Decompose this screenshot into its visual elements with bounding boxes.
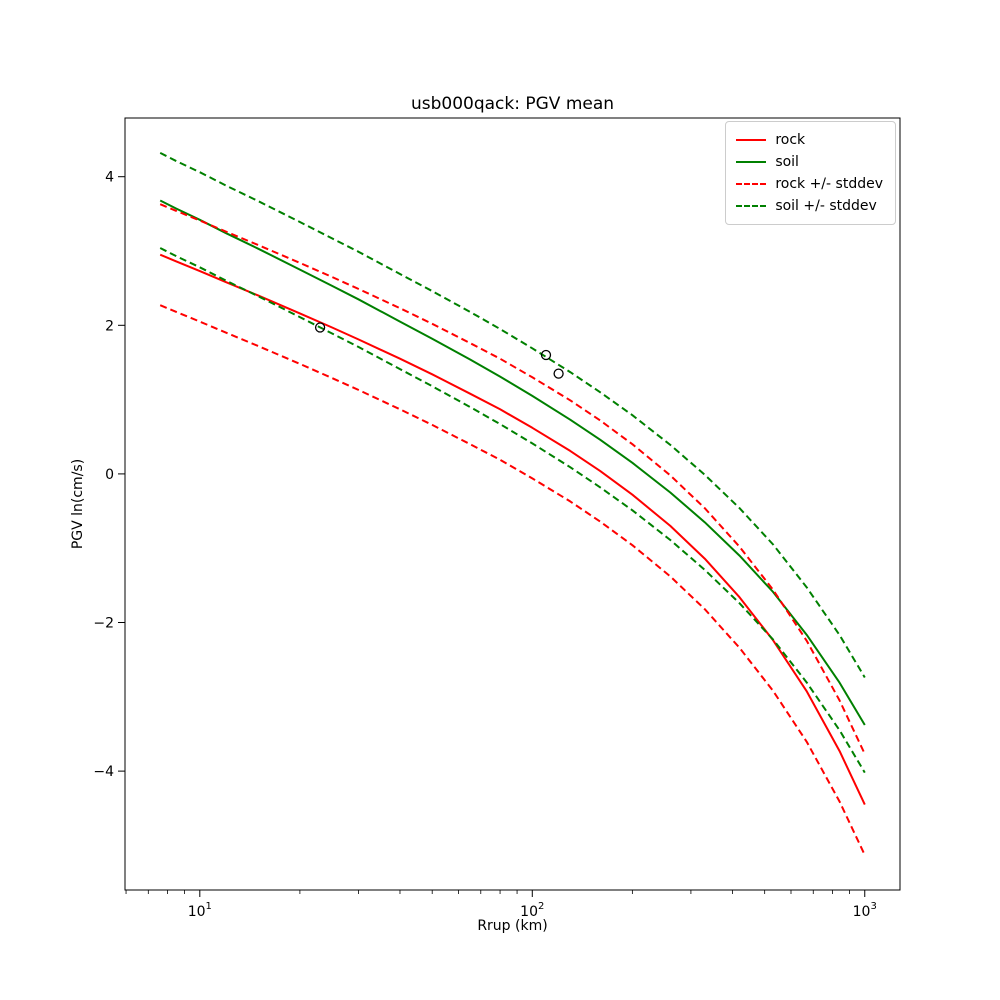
series-soil-mean [159,199,866,726]
y-tick-label: 4 [105,170,114,186]
legend-item-soil: soil [736,151,883,173]
series-rock-minus-stddev [159,304,866,856]
x-tick-label: 101 [188,901,212,920]
series-rock-plus-stddev [159,203,866,755]
legend-label: rock +/- stddev [775,176,883,192]
legend-line-rock-stddev [736,183,767,185]
x-tick-label: 102 [520,901,544,920]
legend-item-soil-stddev: soil +/- stddev [736,195,883,217]
chart-title: usb000qack: PGV mean [410,94,615,114]
x-minor-ticks [125,890,850,894]
series-rock-mean [159,253,866,806]
y-axis-ticks: −4 −2 0 2 4 [93,170,125,780]
x-tick-label: 103 [853,901,877,920]
axes-frame [124,117,901,891]
series-soil-minus-stddev [159,247,866,774]
legend-line-rock [736,139,767,141]
legend-item-rock: rock [736,129,883,151]
legend-label: soil [775,154,799,170]
legend-label: soil +/- stddev [775,198,877,214]
legend-line-soil-stddev [736,205,767,207]
observation-point [314,322,326,333]
legend-label: rock [775,132,806,148]
y-tick-label: −2 [93,616,114,632]
observation-point [553,368,564,379]
legend: rock soil rock +/- stddev soil +/- stdde… [725,121,896,225]
series-soil-plus-stddev [159,152,866,679]
legend-line-soil [736,161,767,163]
observation-point [540,349,552,361]
x-axis-label: Rrup (km) [477,918,548,934]
y-tick-label: 0 [105,467,114,483]
y-tick-label: −4 [93,764,114,780]
y-tick-label: 2 [105,318,114,334]
legend-item-rock-stddev: rock +/- stddev [736,173,883,195]
x-axis-ticks: 101 102 103 [188,890,877,920]
